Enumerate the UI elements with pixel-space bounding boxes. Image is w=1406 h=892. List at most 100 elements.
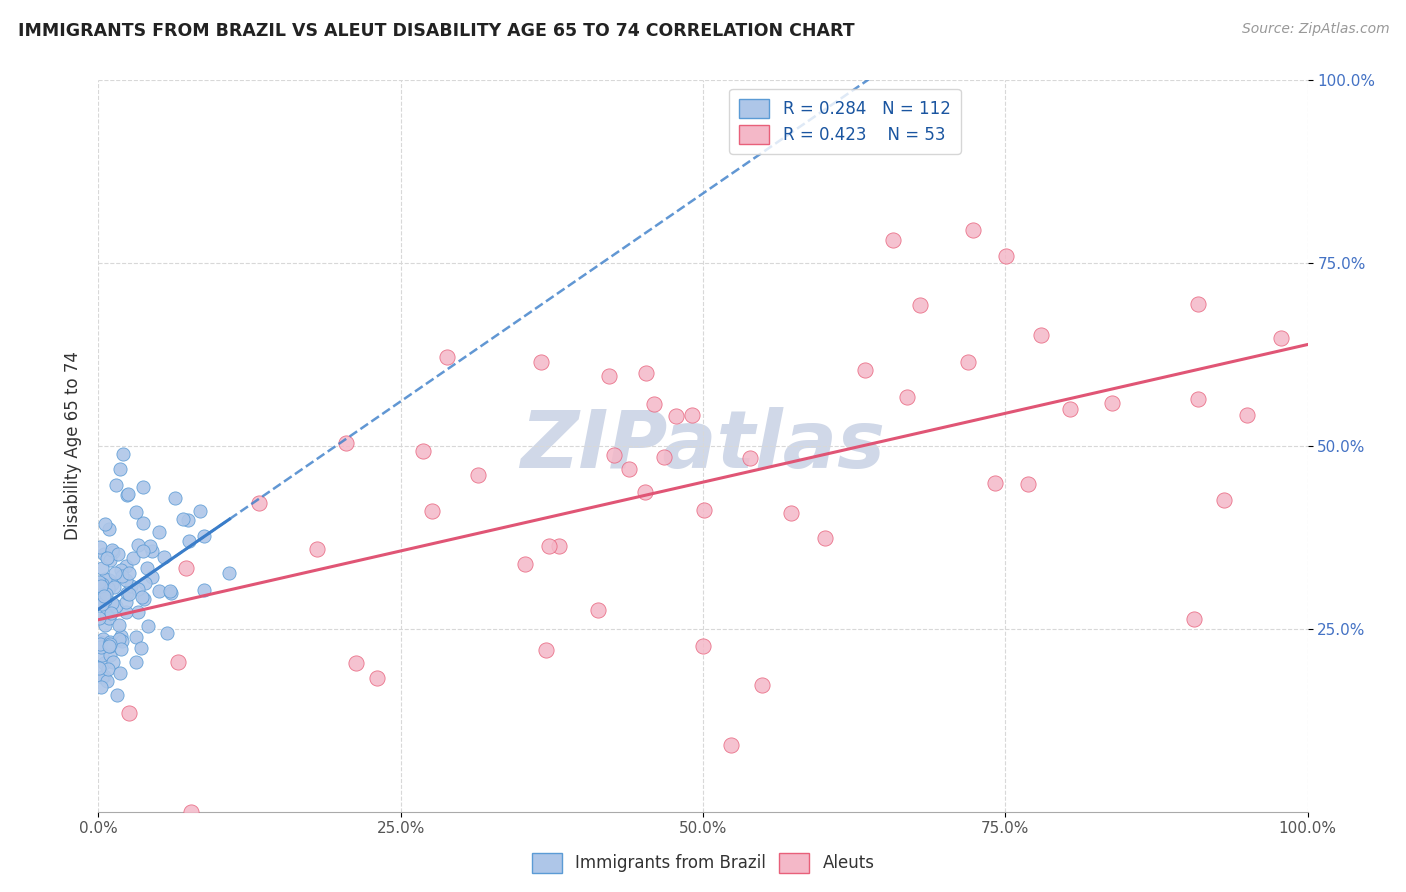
Point: [90, 681, 112, 695]
Point: [97, 582, 120, 596]
Point: [165, 491, 187, 506]
Point: [155, 626, 177, 640]
Point: [779, 506, 801, 520]
Point: [127, 606, 149, 620]
Point: [131, 590, 153, 604]
Point: [118, 566, 141, 580]
Point: [132, 516, 155, 531]
Point: [98, 635, 121, 649]
Point: [114, 595, 136, 609]
Point: [983, 476, 1005, 491]
Point: [101, 545, 124, 559]
Point: [467, 468, 489, 483]
Point: [110, 462, 132, 476]
Point: [120, 578, 142, 592]
Point: [94, 593, 117, 607]
Legend: R = 0.284   N = 112, R = 0.423    N = 53: R = 0.284 N = 112, R = 0.423 N = 53: [730, 88, 960, 153]
Point: [603, 448, 626, 462]
Point: [117, 706, 139, 720]
Point: [1187, 296, 1209, 310]
Point: [132, 591, 155, 606]
Point: [93, 657, 115, 671]
Point: [412, 443, 434, 458]
Point: [366, 671, 388, 685]
Point: [96, 586, 118, 600]
Point: [108, 665, 131, 680]
Point: [634, 366, 657, 380]
Point: [98, 639, 121, 653]
Point: [160, 586, 183, 600]
Point: [90, 640, 112, 655]
Point: [1236, 408, 1258, 422]
Point: [1187, 392, 1209, 406]
Point: [177, 513, 200, 527]
Point: [132, 543, 155, 558]
Point: [98, 522, 121, 536]
Point: [134, 576, 156, 591]
Point: [127, 582, 149, 597]
Point: [536, 643, 558, 657]
Point: [104, 478, 127, 492]
Point: [108, 632, 131, 647]
Point: [89, 585, 111, 599]
Point: [97, 581, 120, 595]
Point: [136, 561, 159, 575]
Point: [90, 561, 112, 575]
Point: [218, 566, 240, 580]
Point: [174, 561, 197, 575]
Point: [97, 662, 120, 676]
Point: [665, 409, 688, 424]
Point: [90, 583, 112, 598]
Point: [93, 516, 115, 531]
Point: [172, 512, 194, 526]
Point: [103, 580, 125, 594]
Point: [91, 632, 114, 646]
Point: [97, 640, 120, 654]
Point: [89, 574, 111, 589]
Point: [90, 670, 112, 684]
Point: [634, 484, 657, 499]
Point: [1184, 611, 1206, 625]
Point: [751, 678, 773, 692]
Point: [98, 611, 121, 625]
Point: [693, 503, 716, 517]
Point: [89, 610, 111, 624]
Point: [103, 655, 125, 669]
Point: [598, 369, 620, 384]
Point: [994, 249, 1017, 263]
Point: [125, 505, 148, 519]
Point: [91, 597, 114, 611]
Point: [167, 655, 190, 669]
Point: [89, 637, 111, 651]
Point: [420, 504, 443, 518]
Legend: Immigrants from Brazil, Aleuts: Immigrants from Brazil, Aleuts: [524, 847, 882, 880]
Point: [89, 634, 111, 648]
Point: [111, 633, 134, 648]
Point: [738, 451, 761, 466]
Point: [101, 543, 124, 558]
Point: [896, 390, 918, 404]
Point: [957, 355, 980, 369]
Point: [515, 557, 537, 571]
Point: [112, 447, 135, 461]
Point: [111, 569, 134, 583]
Point: [105, 688, 128, 702]
Point: [124, 655, 146, 669]
Point: [94, 607, 117, 622]
Point: [1101, 395, 1123, 409]
Point: [346, 656, 368, 670]
Point: [93, 618, 115, 632]
Point: [652, 450, 675, 465]
Point: [104, 599, 127, 613]
Point: [720, 739, 742, 753]
Point: [138, 619, 160, 633]
Point: [1031, 328, 1053, 343]
Point: [138, 539, 160, 553]
Point: [335, 435, 357, 450]
Point: [617, 461, 640, 475]
Point: [96, 674, 118, 689]
Point: [962, 223, 984, 237]
Text: ZIPatlas: ZIPatlas: [520, 407, 886, 485]
Text: Source: ZipAtlas.com: Source: ZipAtlas.com: [1241, 22, 1389, 37]
Point: [91, 588, 114, 602]
